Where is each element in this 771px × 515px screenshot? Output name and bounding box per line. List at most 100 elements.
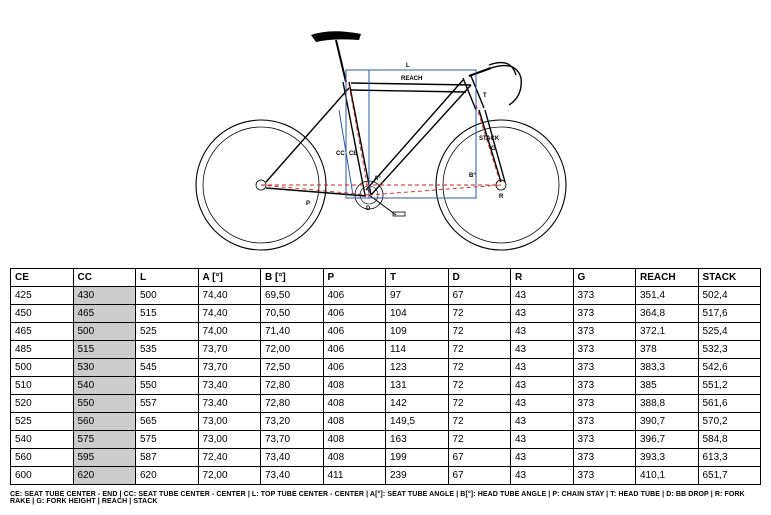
table-cell: 430: [73, 287, 136, 305]
table-cell: 43: [511, 359, 574, 377]
table-cell: 425: [11, 287, 74, 305]
table-cell: 525: [136, 323, 199, 341]
table-cell: 408: [323, 395, 386, 413]
drop-bar-2: [489, 63, 516, 75]
table-cell: 587: [136, 449, 199, 467]
table-row: 60062062072,0073,404112396743373410,1651…: [11, 467, 761, 485]
table-cell: 72,00: [198, 467, 261, 485]
legend-text: CE: SEAT TUBE CENTER - END | CC: SEAT TU…: [10, 491, 761, 505]
table-cell: 383,3: [636, 359, 699, 377]
table-cell: 408: [323, 413, 386, 431]
table-row: 56059558772,4073,404081996743373393,3613…: [11, 449, 761, 467]
column-header: STACK: [698, 269, 761, 287]
table-cell: 43: [511, 323, 574, 341]
table-cell: 109: [386, 323, 449, 341]
table-cell: 72: [448, 395, 511, 413]
table-cell: 69,50: [261, 287, 324, 305]
table-cell: 73,40: [261, 467, 324, 485]
table-cell: 114: [386, 341, 449, 359]
table-cell: 364,8: [636, 305, 699, 323]
table-cell: 388,8: [636, 395, 699, 413]
table-cell: 525,4: [698, 323, 761, 341]
table-cell: 43: [511, 431, 574, 449]
table-cell: 72,80: [261, 377, 324, 395]
table-cell: 43: [511, 413, 574, 431]
table-cell: 373: [573, 305, 636, 323]
table-cell: 73,40: [198, 377, 261, 395]
table-cell: 43: [511, 287, 574, 305]
table-cell: 584,8: [698, 431, 761, 449]
table-cell: 43: [511, 377, 574, 395]
label-G: G: [491, 146, 496, 152]
table-cell: 372,1: [636, 323, 699, 341]
table-cell: 600: [11, 467, 74, 485]
table-cell: 199: [386, 449, 449, 467]
table-cell: 72: [448, 359, 511, 377]
table-cell: 72: [448, 341, 511, 359]
table-cell: 565: [136, 413, 199, 431]
label-CC: CC: [336, 151, 345, 157]
column-header: CC: [73, 269, 136, 287]
table-cell: 465: [11, 323, 74, 341]
table-cell: 72,80: [261, 395, 324, 413]
label-reach: REACH: [401, 76, 422, 82]
table-cell: 520: [11, 395, 74, 413]
table-cell: 74,00: [198, 323, 261, 341]
table-cell: 373: [573, 467, 636, 485]
table-cell: 393,3: [636, 449, 699, 467]
table-cell: 550: [73, 395, 136, 413]
table-row: 52556056573,0073,20408149,57243373390,75…: [11, 413, 761, 431]
table-cell: 67: [448, 287, 511, 305]
table-row: 51054055073,4072,804081317243373385551,2: [11, 377, 761, 395]
table-cell: 620: [73, 467, 136, 485]
column-header: L: [136, 269, 199, 287]
table-cell: 542,6: [698, 359, 761, 377]
label-A: A°: [374, 176, 381, 182]
table-cell: 406: [323, 287, 386, 305]
table-cell: 551,2: [698, 377, 761, 395]
label-P: P: [306, 201, 310, 207]
table-cell: 408: [323, 431, 386, 449]
table-cell: 540: [11, 431, 74, 449]
table-cell: 373: [573, 395, 636, 413]
stem: [469, 68, 491, 76]
label-R: R: [499, 194, 504, 200]
table-cell: 502,4: [698, 287, 761, 305]
column-header: A [°]: [198, 269, 261, 287]
table-cell: 43: [511, 467, 574, 485]
table-cell: 595: [73, 449, 136, 467]
table-cell: 74,40: [198, 305, 261, 323]
table-cell: 525: [11, 413, 74, 431]
table-cell: 72,50: [261, 359, 324, 377]
table-cell: 373: [573, 449, 636, 467]
table-cell: 406: [323, 305, 386, 323]
table-cell: 396,7: [636, 431, 699, 449]
table-cell: 72,40: [198, 449, 261, 467]
label-T: T: [483, 93, 487, 99]
table-cell: 560: [73, 413, 136, 431]
table-cell: 373: [573, 377, 636, 395]
table-cell: 123: [386, 359, 449, 377]
table-row: 46550052574,0071,404061097243373372,1525…: [11, 323, 761, 341]
table-cell: 408: [323, 377, 386, 395]
table-cell: 535: [136, 341, 199, 359]
label-D: D: [366, 206, 371, 212]
table-cell: 72: [448, 305, 511, 323]
seatpost: [336, 40, 346, 82]
table-row: 52055055773,4072,804081427243373388,8561…: [11, 395, 761, 413]
table-cell: 570,2: [698, 413, 761, 431]
table-cell: 406: [323, 341, 386, 359]
table-cell: 74,40: [198, 287, 261, 305]
table-cell: 73,70: [198, 341, 261, 359]
geometry-table: CECCLA [°]B [°]PTDRGREACHSTACK 425430500…: [10, 268, 761, 485]
table-cell: 575: [73, 431, 136, 449]
table-cell: 406: [323, 359, 386, 377]
table-cell: 70,50: [261, 305, 324, 323]
table-cell: 373: [573, 359, 636, 377]
table-cell: 239: [386, 467, 449, 485]
table-cell: 373: [573, 413, 636, 431]
table-cell: 408: [323, 449, 386, 467]
table-cell: 550: [136, 377, 199, 395]
table-cell: 43: [511, 449, 574, 467]
table-cell: 540: [73, 377, 136, 395]
